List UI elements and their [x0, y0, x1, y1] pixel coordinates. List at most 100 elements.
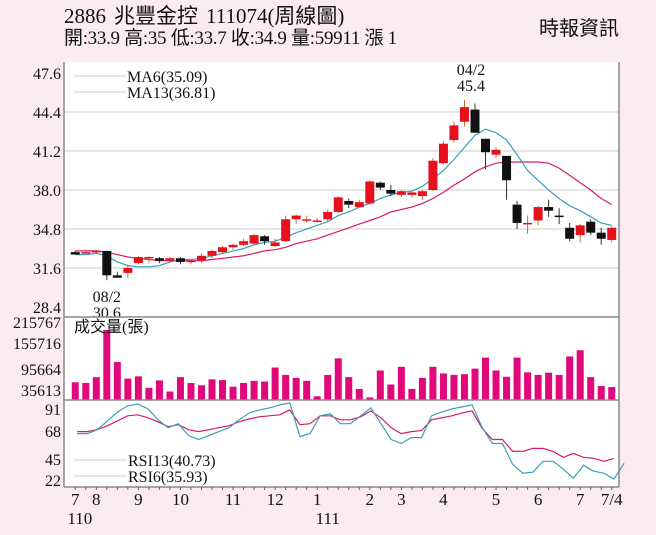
candle-body	[260, 236, 270, 242]
volume-bar	[366, 397, 374, 400]
candle-body	[417, 191, 427, 197]
candlestick	[586, 219, 596, 236]
candle-body	[133, 257, 143, 264]
volume-bar	[492, 370, 500, 400]
candlestick	[344, 198, 354, 209]
candle-body	[144, 257, 154, 259]
volume-bar	[513, 357, 521, 400]
candlestick	[281, 215, 291, 243]
volume-bar	[240, 383, 248, 400]
volume-bar	[460, 374, 468, 400]
candlestick	[228, 243, 238, 250]
candlestick	[491, 147, 501, 159]
volume-bar	[303, 380, 311, 400]
candle-body	[291, 215, 301, 220]
candle-body	[523, 222, 533, 225]
volume-bar	[197, 385, 205, 400]
candlestick	[154, 257, 164, 264]
volume-bar	[587, 377, 595, 400]
rsi-axis-label: 68	[45, 424, 61, 441]
rsi-axis-label: 22	[45, 473, 61, 490]
candle-body	[323, 211, 333, 220]
candlestick	[565, 222, 575, 242]
candle-body	[354, 202, 364, 208]
candle-body	[112, 275, 122, 278]
candle-body	[365, 181, 375, 204]
candle-body	[386, 190, 396, 194]
price-axis-label: 31.6	[33, 261, 61, 278]
stock-name: 兆豐金控	[114, 4, 198, 28]
candlestick	[365, 180, 375, 205]
candle-body	[512, 204, 522, 223]
low-date-label: 08/2	[93, 289, 121, 306]
legend-rsi13: RSI13(40.73)	[128, 453, 216, 470]
x-axis-label: 7/4	[601, 490, 623, 509]
candlestick	[375, 181, 385, 190]
candlestick	[438, 141, 448, 165]
candle-body	[102, 250, 112, 276]
candlestick	[186, 259, 196, 265]
candlestick	[407, 191, 417, 198]
candle-body	[91, 250, 101, 253]
candle-body	[333, 197, 343, 212]
volume-bar	[124, 378, 132, 400]
candlestick	[607, 226, 617, 243]
candle-body	[575, 225, 585, 236]
source-brand: 時報資訊	[539, 18, 619, 40]
candle-body	[470, 109, 480, 133]
volume-bar	[261, 381, 269, 400]
candle-body	[554, 215, 564, 218]
legend-ma13: MA13(36.81)	[127, 85, 215, 102]
candle-body	[207, 250, 217, 256]
price-axis-label: 34.8	[33, 222, 61, 239]
chart-title: 2886 兆豐金控 111074(周線圖)	[64, 4, 352, 28]
volume-bar	[566, 356, 574, 400]
candlestick	[81, 249, 91, 254]
candle-body	[502, 155, 512, 181]
candlestick	[249, 233, 259, 245]
candle-body	[281, 219, 291, 242]
candlestick	[270, 238, 280, 248]
x-year-label: 110	[67, 509, 92, 528]
volume-axis-label: 155716	[13, 336, 61, 353]
candle-body	[396, 191, 406, 195]
volume-axis-label: 35613	[21, 383, 61, 400]
candle-body	[218, 247, 228, 253]
candle-body	[481, 138, 491, 153]
candle-body	[344, 200, 354, 205]
candlestick	[523, 215, 533, 234]
x-axis-label: 8	[92, 490, 101, 509]
candle-body	[239, 241, 249, 245]
candle-body	[449, 125, 459, 141]
price-axis-label: 47.6	[33, 66, 61, 83]
candle-body	[196, 255, 206, 261]
volume-axis-label: 215767	[13, 315, 61, 332]
candle-body	[270, 242, 280, 247]
candlestick	[239, 238, 249, 247]
volume-bar	[313, 396, 321, 400]
volume-bar	[524, 372, 532, 400]
volume-bar	[376, 370, 384, 400]
volume-bar	[145, 387, 153, 400]
candlestick	[218, 246, 228, 254]
candle-body	[175, 258, 185, 262]
volume-bar	[92, 377, 100, 400]
candlestick	[291, 214, 301, 225]
volume-bar	[176, 377, 184, 400]
volume-bar	[408, 388, 416, 400]
volume-bar	[155, 380, 163, 400]
candlestick	[123, 265, 133, 278]
candlestick	[207, 249, 217, 259]
candlestick	[417, 190, 427, 200]
candle-body	[407, 192, 417, 195]
volume-bar	[418, 377, 426, 400]
price-axis-label: 44.4	[33, 105, 61, 122]
x-axis-label: 6	[534, 490, 543, 509]
volume-bar	[471, 368, 479, 400]
volume-bar	[555, 374, 563, 400]
candle-body	[154, 258, 164, 261]
candlestick	[70, 250, 80, 255]
x-axis-label: 11	[225, 490, 241, 509]
candle-body	[428, 160, 438, 190]
volume-bar	[113, 362, 121, 400]
